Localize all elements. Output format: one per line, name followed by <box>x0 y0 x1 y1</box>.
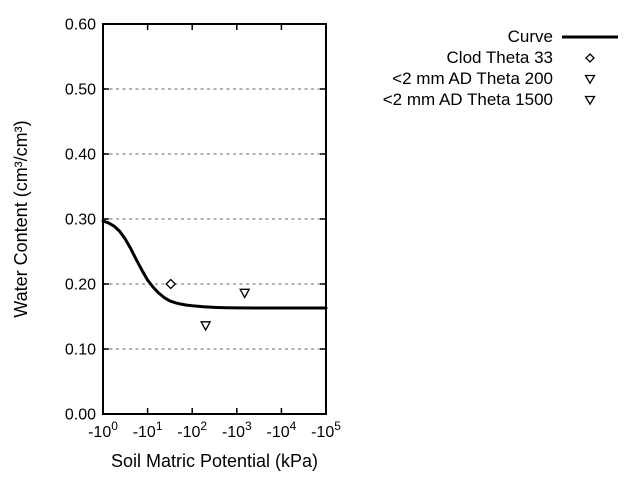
triangle-down-icon <box>556 93 624 107</box>
x-tick-label: -101 <box>133 419 163 441</box>
legend-item-ad-theta-1500: <2 mm AD Theta 1500 <box>383 89 624 110</box>
x-tick-label: -103 <box>222 419 252 441</box>
y-tick-label: 0.00 <box>65 407 96 424</box>
legend-label: Curve <box>507 26 553 46</box>
diamond-icon <box>556 51 624 65</box>
data-point-triangle-down-open <box>200 321 212 332</box>
legend-label: Clod Theta 33 <box>446 47 553 67</box>
data-point-diamond-open <box>165 278 177 290</box>
x-axis-title: Soil Matric Potential (kPa) <box>110 451 319 471</box>
x-tick-label: -105 <box>311 419 341 441</box>
y-tick-label: 0.10 <box>65 342 96 359</box>
x-tick-label: -104 <box>266 419 296 441</box>
legend-label: <2 mm AD Theta 1500 <box>382 89 553 109</box>
legend-item-clod-theta-33: Clod Theta 33 <box>383 47 624 68</box>
y-tick-label: 0.20 <box>65 277 96 294</box>
legend: Curve Clod Theta 33 <2 mm AD Theta 200 <… <box>383 26 624 110</box>
y-tick-label: 0.60 <box>65 17 96 34</box>
legend-item-ad-theta-200: <2 mm AD Theta 200 <box>383 68 624 89</box>
legend-item-curve: Curve <box>383 26 624 47</box>
legend-label: <2 mm AD Theta 200 <box>392 68 553 88</box>
x-tick-label: -102 <box>177 419 207 441</box>
y-tick-label: 0.50 <box>65 82 96 99</box>
line-sample-icon <box>556 30 624 44</box>
data-point-triangle-down-open <box>239 288 251 299</box>
y-tick-label: 0.30 <box>65 212 96 229</box>
curve-path <box>101 219 328 310</box>
x-tick-label: -100 <box>88 419 118 441</box>
triangle-down-icon <box>556 72 624 86</box>
y-tick-label: 0.40 <box>65 147 96 164</box>
y-axis-title: Water Content (cm³/cm³) <box>11 120 31 318</box>
